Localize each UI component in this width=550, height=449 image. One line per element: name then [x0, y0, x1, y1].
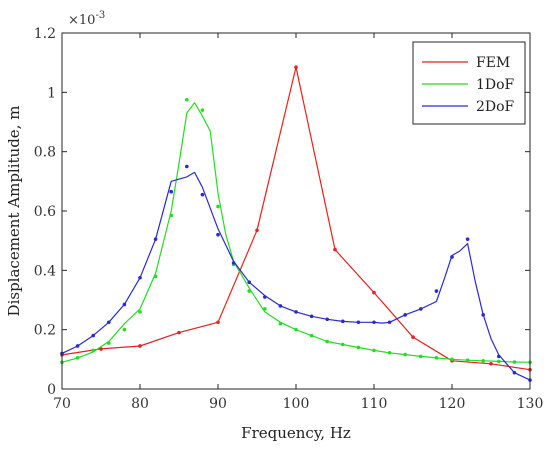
y-tick-label: 1	[47, 85, 56, 101]
y-exponent-label: ×10-3	[68, 10, 105, 28]
data-point-2dof	[403, 313, 408, 317]
y-tick-label: 1.2	[34, 26, 56, 42]
data-point-fem	[411, 335, 415, 339]
y-tick-label: 0.6	[34, 204, 56, 220]
data-point-1dof	[309, 333, 314, 338]
x-tick-label: 90	[209, 396, 227, 412]
data-point-2dof	[278, 304, 283, 308]
data-point-2dof	[107, 320, 111, 325]
data-point-1dof	[122, 327, 127, 332]
y-tick-label: 0.4	[34, 263, 56, 279]
x-axis-ticks: 70 80 90 100 110 120 130	[53, 33, 543, 412]
data-point-1dof	[153, 274, 158, 279]
legend: FEM 1DoF 2DoF	[412, 41, 526, 125]
data-point-1dof	[107, 341, 111, 345]
x-tick-label: 120	[439, 396, 466, 412]
data-point-fem	[255, 228, 259, 233]
data-point-2dof	[263, 295, 267, 299]
data-point-2dof	[419, 307, 423, 311]
data-point-fem	[489, 361, 493, 366]
data-point-fem	[294, 65, 298, 69]
series-line-2dof	[61, 171, 531, 381]
data-point-1dof	[278, 321, 283, 326]
data-point-1dof	[465, 358, 470, 363]
data-point-2dof	[512, 370, 517, 375]
y-axis-ticks: 0 0.2 0.4 0.6 0.8 1 1.2	[34, 26, 530, 398]
data-point-1dof	[512, 360, 517, 364]
data-point-1dof	[403, 352, 408, 357]
data-point-fem	[99, 347, 103, 351]
data-point-1dof	[325, 339, 330, 344]
data-point-2dof	[153, 237, 158, 241]
data-point-1dof	[185, 97, 189, 102]
legend-label-1dof: 1DoF	[476, 77, 515, 93]
data-point-2dof	[497, 354, 501, 359]
data-point-1dof	[169, 213, 173, 218]
y-axis-title: Displacement Amplitude, m	[5, 106, 23, 317]
data-point-fem	[177, 330, 181, 335]
data-point-2dof	[75, 344, 80, 348]
data-point-2dof	[341, 319, 345, 324]
data-point-2dof	[294, 310, 298, 314]
x-tick-label: 70	[53, 396, 71, 412]
data-point-1dof	[434, 356, 439, 360]
data-point-1dof	[372, 348, 376, 353]
data-point-2dof	[481, 313, 486, 317]
x-axis-title: Frequency, Hz	[241, 424, 351, 442]
data-point-fem	[216, 320, 220, 325]
y-tick-label: 0	[47, 382, 56, 398]
y-exponent-base: ×10	[68, 13, 95, 28]
data-point-1dof	[247, 289, 251, 293]
y-exponent-power: -3	[95, 10, 105, 21]
legend-label-2dof: 2DoF	[476, 99, 515, 115]
series-layer	[60, 65, 532, 382]
data-point-1dof	[200, 108, 205, 112]
data-point-2dof	[309, 314, 314, 319]
data-point-2dof	[200, 192, 205, 197]
data-point-1dof	[216, 204, 220, 209]
data-point-2dof	[450, 255, 454, 259]
x-tick-label: 110	[361, 396, 388, 412]
data-point-2dof	[138, 275, 142, 280]
legend-box	[412, 41, 526, 125]
data-point-2dof	[231, 261, 236, 265]
x-tick-label: 100	[283, 396, 310, 412]
data-point-2dof	[216, 232, 220, 237]
data-point-1dof	[356, 345, 361, 350]
y-tick-label: 0.8	[34, 145, 56, 161]
data-point-1dof	[75, 356, 80, 360]
series-line-1dof	[61, 102, 531, 363]
data-point-2dof	[91, 333, 95, 338]
data-point-1dof	[419, 354, 423, 359]
data-point-1dof	[497, 359, 501, 364]
data-point-2dof	[356, 320, 361, 325]
data-point-1dof	[481, 359, 486, 363]
data-point-1dof	[91, 348, 95, 353]
x-tick-label: 130	[517, 396, 544, 412]
data-point-2dof	[434, 289, 439, 293]
data-point-2dof	[247, 280, 251, 285]
data-point-2dof	[169, 189, 173, 194]
data-point-1dof	[450, 357, 454, 362]
x-tick-label: 80	[131, 396, 149, 412]
data-point-1dof	[294, 327, 298, 332]
data-point-2dof	[387, 320, 392, 325]
data-point-2dof	[185, 164, 189, 169]
legend-label-fem: FEM	[476, 55, 510, 71]
data-point-2dof	[372, 320, 376, 325]
data-point-2dof	[122, 302, 127, 307]
data-point-1dof	[138, 310, 142, 314]
data-point-1dof	[387, 351, 392, 355]
data-point-fem	[333, 247, 337, 252]
data-point-2dof	[325, 317, 330, 322]
data-point-2dof	[465, 237, 470, 241]
y-tick-label: 0.2	[34, 323, 56, 339]
data-point-fem	[138, 344, 142, 348]
data-point-1dof	[341, 342, 345, 347]
data-point-fem	[372, 290, 376, 295]
data-point-1dof	[263, 307, 267, 311]
